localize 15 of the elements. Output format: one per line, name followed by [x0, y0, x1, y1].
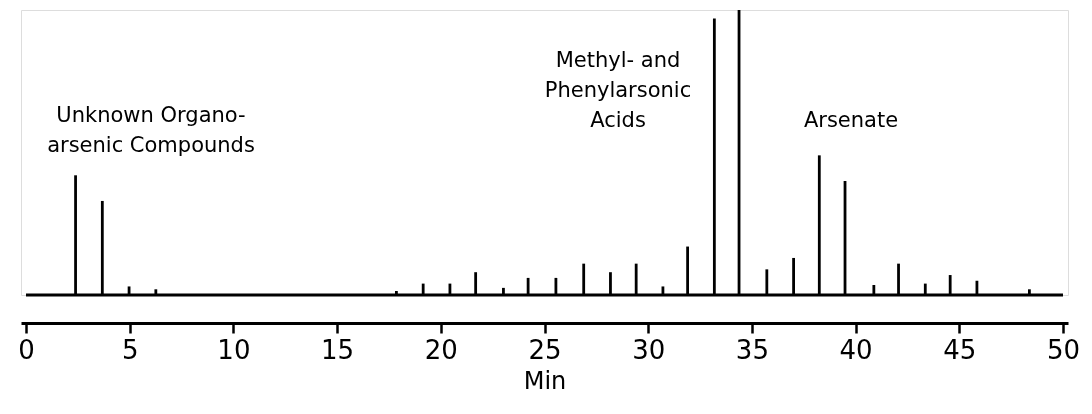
x-tick-label: 25	[528, 334, 562, 365]
x-tick-label: 50	[1046, 334, 1081, 365]
x-tick-label: 45	[943, 334, 977, 365]
x-tick-label: 40	[839, 334, 873, 365]
annotation: Methyl- and Phenylarsonic Acids	[544, 48, 692, 132]
annotation: Unknown Organo- arsenic Compounds	[47, 103, 255, 157]
x-tick-label: 5	[121, 334, 139, 365]
x-axis-title: Min	[523, 366, 567, 395]
x-tick-label: 15	[321, 334, 355, 365]
x-tick-label: 10	[217, 334, 251, 365]
x-tick-label: 20	[424, 334, 458, 365]
annotation: Arsenate	[803, 108, 899, 132]
x-tick-label: 35	[735, 334, 769, 365]
x-tick-label: 0	[18, 334, 35, 365]
x-tick-label: 30	[632, 334, 666, 365]
